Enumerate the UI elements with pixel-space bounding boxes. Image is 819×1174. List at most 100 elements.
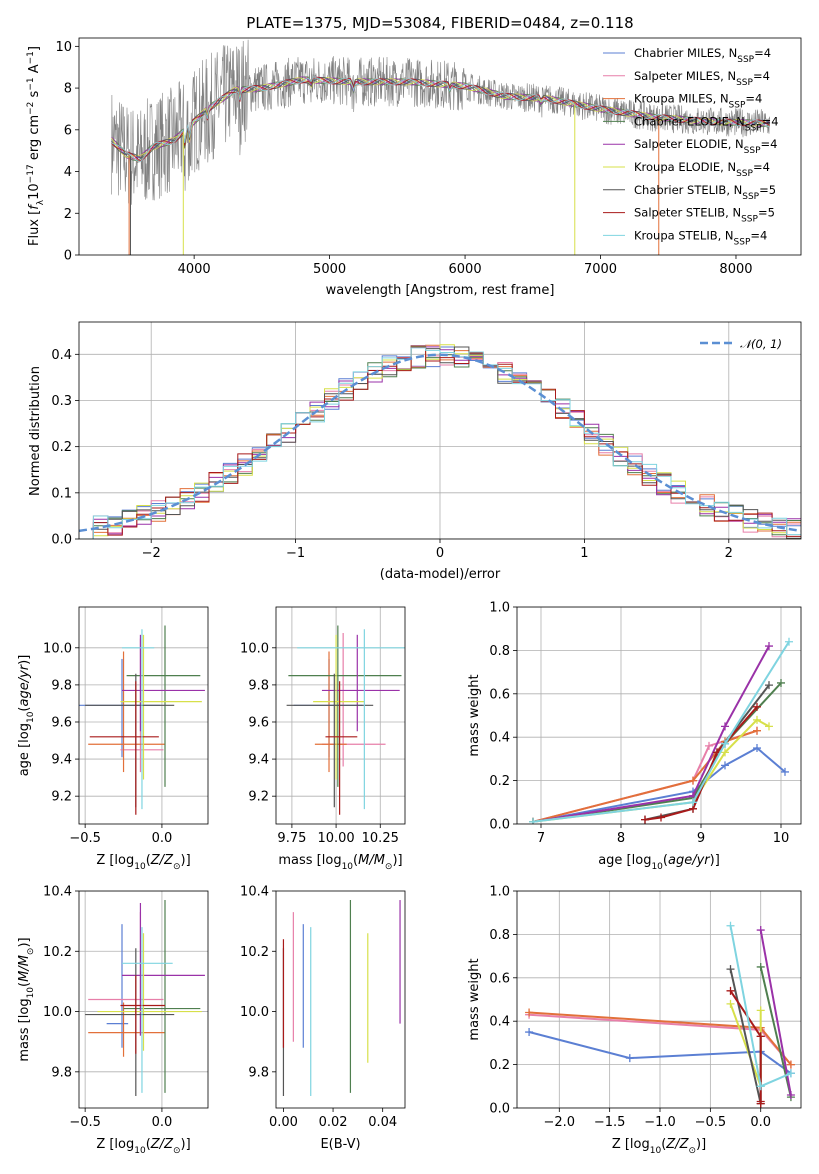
legend-label: Chabrier ELODIE, NSSP=4	[634, 114, 779, 133]
y-tick-label: 9.8	[51, 1065, 72, 1080]
errorbar-point	[293, 658, 363, 758]
axes-frame	[275, 606, 406, 825]
errorbar-point	[321, 632, 386, 767]
legend-label: Kroupa STELIB, NSSP=4	[634, 228, 767, 247]
errorbar-point	[122, 927, 173, 1093]
errorbar-point	[88, 1002, 165, 1057]
mass-weight-marker	[756, 962, 765, 971]
y-tick-label: 8	[64, 82, 72, 97]
y-tick-label: 1.0	[489, 885, 510, 900]
x-tick-label: −1.0	[644, 1115, 676, 1130]
y-tick-label: 0.3	[51, 394, 72, 409]
y-tick-label: 9.8	[248, 678, 269, 693]
y-axis-label: Flux [fλ10−17 erg cm−2 s−1 A−1]	[26, 46, 46, 246]
mass-weight-marker	[726, 986, 735, 995]
legend-label: Kroupa MILES, NSSP=4	[634, 92, 762, 111]
y-tick-label: 9.4	[248, 753, 269, 768]
x-tick-label: 0.0	[152, 1115, 173, 1130]
residual-histogram	[79, 346, 801, 539]
y-tick-label: 10	[55, 40, 72, 55]
mass-weight-marker	[721, 761, 729, 770]
axes-mass-vs-ebv: 0.00 0.02 0.04 9.8 10.0 10.2 10.4 E(B-V)	[240, 885, 406, 1152]
errorbar-point	[122, 634, 205, 732]
x-axis-label: (data-model)/error	[380, 567, 501, 582]
mass-weight-marker	[756, 926, 765, 935]
y-tick-label: 2	[64, 207, 72, 222]
mass-weight-marker	[705, 741, 713, 750]
mass-weight-line	[729, 1003, 762, 1087]
x-tick-label: 0.04	[368, 1115, 397, 1130]
y-axis-label: mass weight	[467, 674, 482, 756]
x-axis-label: E(B-V)	[320, 1137, 360, 1152]
axes-massweight-vs-Z: −2.0 −1.5 −1.0 −0.5 0.0 0.0 0.2 0.4 0.6 0.8 1.0 Z […	[467, 885, 802, 1156]
x-axis-label: age [log10(age/yr)]	[598, 853, 720, 872]
axes-spectrum: 4000 5000 6000 7000 8000 0 2 4 6 8 10 wavelength [A…	[26, 37, 802, 298]
x-tick-label: 10	[773, 831, 790, 846]
observed-spectrum-line	[111, 39, 771, 205]
x-tick-label: 6000	[449, 262, 482, 277]
plot-area-spectrum	[111, 39, 771, 255]
mass-weight-line	[532, 746, 786, 823]
y-tick-label: 10.0	[240, 1005, 269, 1020]
errorbar-point	[88, 912, 164, 1036]
x-tick-label: 5000	[313, 262, 346, 277]
x-tick-label: 8000	[719, 262, 752, 277]
axes-massweight-vs-age: 7 8 9 10 0.0 0.2 0.4 0.6 0.8 1.0 age [log10(age/yr…	[467, 601, 802, 872]
y-tick-label: 9.4	[51, 753, 72, 768]
y-tick-label: 0.4	[51, 348, 72, 363]
model-spectrum-line	[111, 76, 771, 159]
plot-area-age-vs-Z	[79, 607, 208, 824]
mass-weight-marker	[765, 681, 773, 690]
figure-title: PLATE=1375, MJD=53084, FIBERID=0484, z=0…	[246, 14, 633, 32]
y-tick-label: 9.2	[248, 790, 269, 805]
mass-weight-marker	[756, 1082, 765, 1091]
x-tick-label: −0.5	[69, 831, 101, 846]
mass-weight-marker	[765, 722, 773, 731]
mass-weight-marker	[689, 798, 697, 807]
x-tick-label: −1.5	[594, 1115, 626, 1130]
errorbar-point	[126, 625, 201, 787]
y-tick-label: 10.2	[43, 945, 72, 960]
axes-frame	[516, 890, 802, 1109]
mass-weight-marker	[786, 1090, 795, 1099]
mass-weight-marker	[753, 715, 761, 724]
y-tick-label: 0.8	[489, 928, 510, 943]
axes-residuals: −2 −1 0 1 2 0.0 0.1 0.2 0.3 0.4 (data-model)/error…	[28, 321, 802, 582]
mass-weight-marker	[786, 1069, 795, 1078]
axes-age-vs-mass: 9.75 10.00 10.25 9.2 9.4 9.6 9.8 10.0 mass [log1…	[240, 606, 406, 872]
y-tick-label: 0.1	[51, 486, 72, 501]
y-tick-label: 0.8	[489, 644, 510, 659]
x-tick-label: 10.00	[317, 831, 354, 846]
x-axis-label: mass [log10(M/M⊙)]	[278, 853, 402, 872]
axes-frame	[78, 37, 802, 256]
y-tick-label: 0.4	[489, 731, 510, 746]
legend-label: 𝒩(0, 1)	[740, 337, 782, 351]
axes-frame	[275, 890, 406, 1109]
y-tick-label: 9.8	[248, 1065, 269, 1080]
residual-histogram	[79, 347, 801, 539]
x-axis-label: Z [log10(Z/Z⊙)]	[96, 853, 190, 872]
x-tick-label: 0.02	[319, 1115, 348, 1130]
errorbar-point	[79, 658, 161, 758]
x-tick-label: −0.5	[69, 1115, 101, 1130]
legend-label: Salpeter ELODIE, NSSP=4	[634, 137, 777, 156]
legend-label: Chabrier STELIB, NSSP=5	[634, 183, 776, 202]
errorbar-point	[88, 651, 165, 773]
y-tick-label: 0.2	[51, 440, 72, 455]
mass-weight-marker	[756, 1006, 765, 1015]
x-tick-label: 10.25	[362, 831, 399, 846]
y-tick-label: 0.0	[489, 818, 510, 833]
x-tick-label: 0.0	[152, 831, 173, 846]
plot-area-mass-vs-Z	[79, 891, 208, 1108]
mass-weight-marker	[726, 921, 735, 930]
y-tick-label: 0.6	[489, 971, 510, 986]
y-tick-label: 1.0	[489, 601, 510, 616]
gaussian-curve	[79, 353, 801, 533]
x-axis-label: Z [log10(Z/Z⊙)]	[96, 1137, 190, 1156]
plot-area-age-vs-mass	[276, 607, 405, 824]
y-tick-label: 0.2	[489, 1058, 510, 1073]
y-tick-label: 4	[64, 165, 72, 180]
axes-frame	[78, 321, 802, 540]
mass-weight-line	[532, 645, 770, 823]
mass-weight-marker	[529, 817, 537, 824]
